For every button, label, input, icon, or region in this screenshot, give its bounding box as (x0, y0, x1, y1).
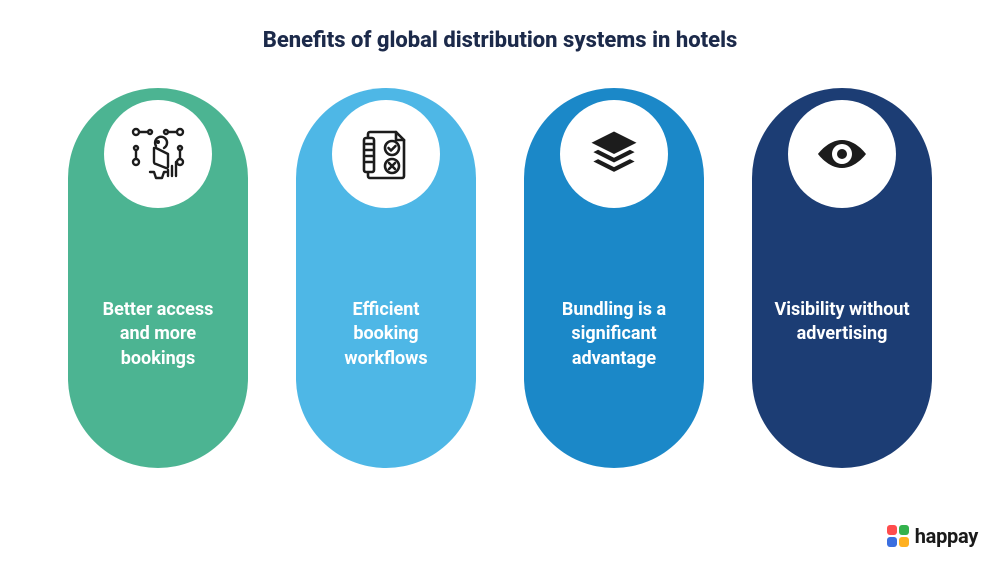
cards-row: Better access and more bookings Efficien… (0, 88, 1000, 468)
brand-mark-icon (887, 525, 909, 547)
benefit-card-1: Better access and more bookings (68, 88, 248, 468)
brand-name: happay (915, 524, 978, 548)
icon-circle (788, 100, 896, 208)
layers-icon (584, 124, 644, 184)
benefit-label: Visibility without advertising (752, 298, 932, 347)
benefit-card-4: Visibility without advertising (752, 88, 932, 468)
eye-icon (810, 122, 874, 186)
brand-dot (899, 537, 909, 547)
icon-circle (104, 100, 212, 208)
brand-logo: happay (887, 524, 978, 548)
benefit-card-2: Efficient booking workflows (296, 88, 476, 468)
brand-dot (887, 537, 897, 547)
touch-network-icon (126, 122, 190, 186)
benefit-label: Better access and more bookings (68, 298, 248, 371)
brand-dot (887, 525, 897, 535)
benefit-label: Efficient booking workflows (296, 298, 476, 371)
brand-dot (899, 525, 909, 535)
icon-circle (560, 100, 668, 208)
benefit-card-3: Bundling is a significant advantage (524, 88, 704, 468)
benefit-label: Bundling is a significant advantage (524, 298, 704, 371)
page-title: Benefits of global distribution systems … (0, 28, 1000, 53)
checklist-icon (354, 122, 418, 186)
icon-circle (332, 100, 440, 208)
